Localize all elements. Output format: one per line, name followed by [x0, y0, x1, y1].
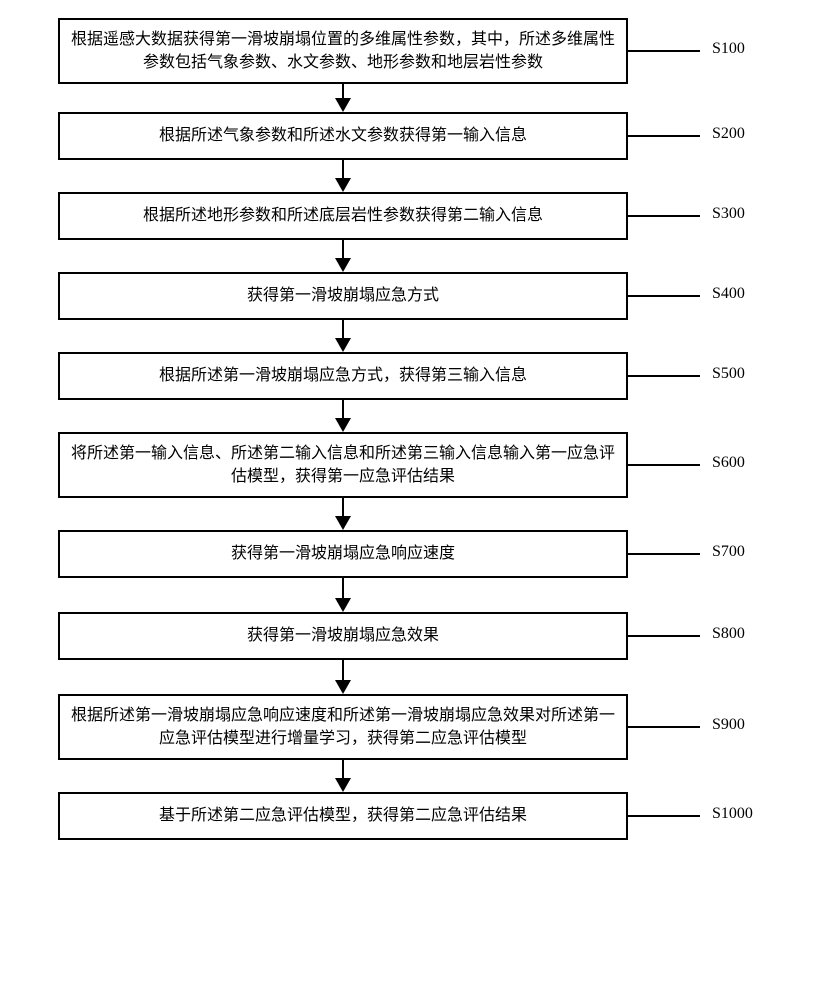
flow-arrow-head: [335, 258, 351, 272]
flow-arrow-line: [342, 160, 344, 178]
step-label-s100: S100: [712, 40, 745, 58]
flow-arrow-line: [342, 660, 344, 680]
flow-arrow-line: [342, 320, 344, 338]
flow-node-text: 将所述第一输入信息、所述第二输入信息和所述第三输入信息输入第一应急评估模型，获得…: [70, 442, 616, 488]
flow-node-text: 获得第一滑坡崩塌应急方式: [247, 284, 439, 307]
flow-node-text: 根据所述第一滑坡崩塌应急响应速度和所述第一滑坡崩塌应急效果对所述第一应急评估模型…: [70, 704, 616, 750]
label-leader: [628, 295, 700, 297]
label-leader: [628, 635, 700, 637]
step-label-s500: S500: [712, 365, 745, 383]
step-label-s800: S800: [712, 625, 745, 643]
flow-node-s1000: 基于所述第二应急评估模型，获得第二应急评估结果: [58, 792, 628, 840]
label-leader: [628, 135, 700, 137]
label-leader: [628, 815, 700, 817]
flow-arrow-line: [342, 760, 344, 778]
flow-arrow-head: [335, 598, 351, 612]
label-leader: [628, 553, 700, 555]
flow-node-s600: 将所述第一输入信息、所述第二输入信息和所述第三输入信息输入第一应急评估模型，获得…: [58, 432, 628, 498]
step-label-s1000: S1000: [712, 805, 753, 823]
flow-node-text: 根据所述地形参数和所述底层岩性参数获得第二输入信息: [143, 204, 543, 227]
flow-arrow-line: [342, 84, 344, 98]
flow-arrow-head: [335, 418, 351, 432]
flowchart-canvas: 根据遥感大数据获得第一滑坡崩塌位置的多维属性参数，其中，所述多维属性参数包括气象…: [0, 0, 816, 1000]
step-label-s200: S200: [712, 125, 745, 143]
flow-node-s700: 获得第一滑坡崩塌应急响应速度: [58, 530, 628, 578]
flow-arrow-head: [335, 778, 351, 792]
step-label-s600: S600: [712, 454, 745, 472]
flow-arrow-line: [342, 498, 344, 516]
label-leader: [628, 50, 700, 52]
step-label-s400: S400: [712, 285, 745, 303]
flow-node-s300: 根据所述地形参数和所述底层岩性参数获得第二输入信息: [58, 192, 628, 240]
step-label-s700: S700: [712, 543, 745, 561]
label-leader: [628, 726, 700, 728]
flow-arrow-line: [342, 400, 344, 418]
flow-arrow-head: [335, 338, 351, 352]
flow-node-s800: 获得第一滑坡崩塌应急效果: [58, 612, 628, 660]
flow-arrow-head: [335, 516, 351, 530]
step-label-s300: S300: [712, 205, 745, 223]
flow-node-s200: 根据所述气象参数和所述水文参数获得第一输入信息: [58, 112, 628, 160]
flow-node-s400: 获得第一滑坡崩塌应急方式: [58, 272, 628, 320]
flow-node-s900: 根据所述第一滑坡崩塌应急响应速度和所述第一滑坡崩塌应急效果对所述第一应急评估模型…: [58, 694, 628, 760]
flow-arrow-line: [342, 578, 344, 598]
flow-node-s500: 根据所述第一滑坡崩塌应急方式，获得第三输入信息: [58, 352, 628, 400]
flow-node-text: 根据遥感大数据获得第一滑坡崩塌位置的多维属性参数，其中，所述多维属性参数包括气象…: [70, 28, 616, 74]
flow-arrow-head: [335, 178, 351, 192]
flow-node-text: 获得第一滑坡崩塌应急效果: [247, 624, 439, 647]
flow-node-text: 基于所述第二应急评估模型，获得第二应急评估结果: [159, 804, 527, 827]
flow-node-text: 获得第一滑坡崩塌应急响应速度: [231, 542, 455, 565]
flow-node-s100: 根据遥感大数据获得第一滑坡崩塌位置的多维属性参数，其中，所述多维属性参数包括气象…: [58, 18, 628, 84]
flow-arrow-head: [335, 680, 351, 694]
label-leader: [628, 215, 700, 217]
step-label-s900: S900: [712, 716, 745, 734]
flow-node-text: 根据所述气象参数和所述水文参数获得第一输入信息: [159, 124, 527, 147]
label-leader: [628, 375, 700, 377]
flow-node-text: 根据所述第一滑坡崩塌应急方式，获得第三输入信息: [159, 364, 527, 387]
flow-arrow-head: [335, 98, 351, 112]
flow-arrow-line: [342, 240, 344, 258]
label-leader: [628, 464, 700, 466]
